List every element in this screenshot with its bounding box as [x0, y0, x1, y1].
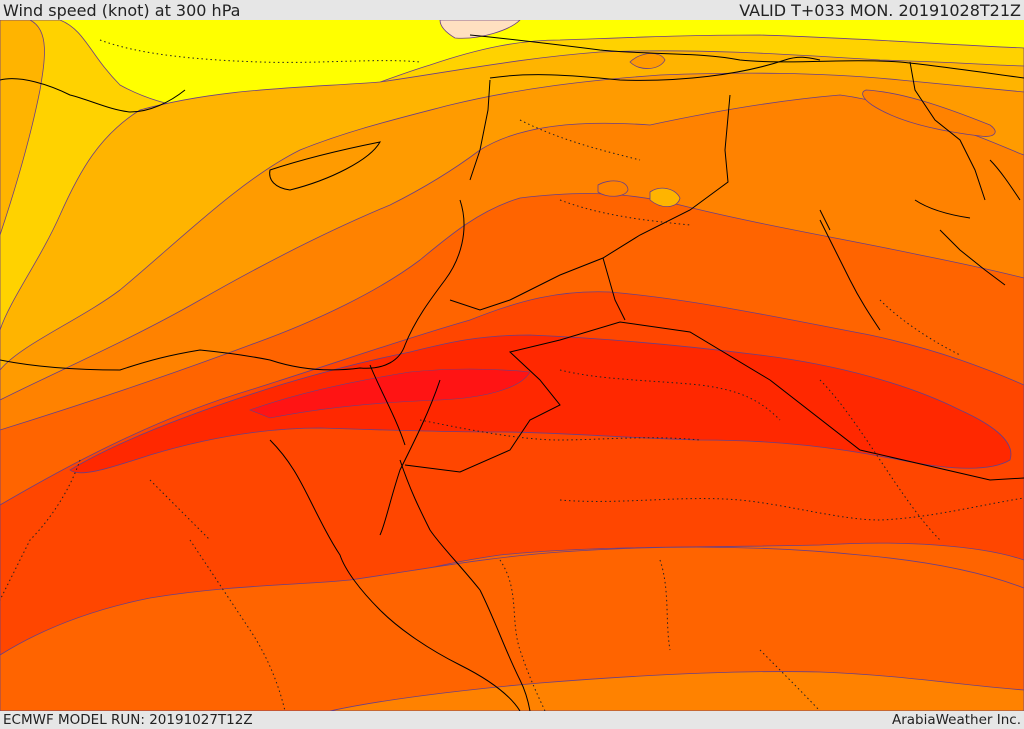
wind-cell [649, 187, 681, 207]
wind-cell [597, 180, 629, 197]
header-bar: Wind speed (knot) at 300 hPa VALID T+033… [0, 0, 1024, 20]
coastlines [0, 34, 1024, 711]
model-run: ECMWF MODEL RUN: 20191027T12Z [3, 712, 253, 728]
valid-time: VALID T+033 MON. 20191028T21Z [739, 1, 1021, 20]
wind-cell [862, 89, 996, 137]
wind-band-9 [249, 368, 531, 419]
wind-cell [629, 53, 666, 69]
map-title: Wind speed (knot) at 300 hPa [3, 1, 241, 20]
wind-band-6-south [0, 546, 1024, 711]
wind-band-3 [0, 20, 45, 236]
wind-band-0 [439, 20, 521, 39]
wind-band-8 [69, 334, 1012, 474]
country-borders [369, 61, 1024, 481]
admin-boundaries [0, 39, 1024, 711]
wind-band-5-south [329, 671, 1024, 711]
wind-speed-map [0, 20, 1024, 711]
footer-bar: ECMWF MODEL RUN: 20191027T12Z ArabiaWeat… [0, 711, 1024, 729]
credit: ArabiaWeather Inc. [891, 712, 1021, 728]
